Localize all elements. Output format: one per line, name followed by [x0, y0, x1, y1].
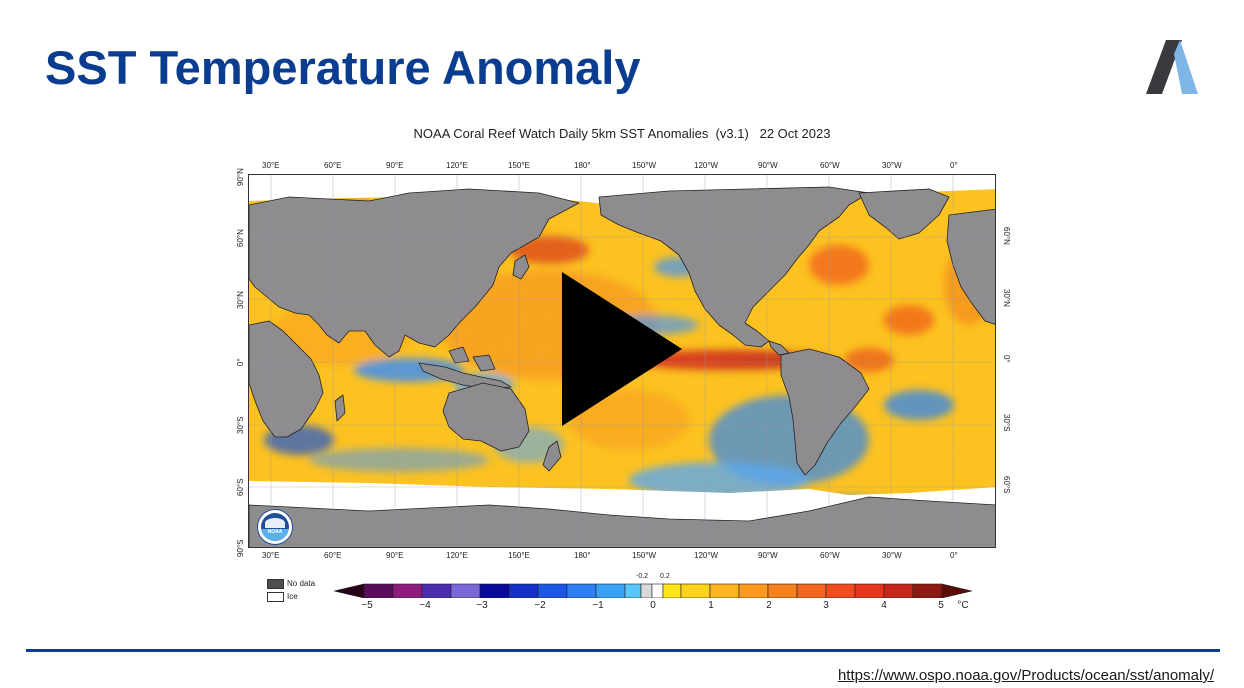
lon-label: 60°E [324, 161, 342, 170]
figure-title: NOAA Coral Reef Watch Daily 5km SST Anom… [413, 126, 831, 141]
play-button[interactable] [562, 272, 682, 426]
lat-label: 60°N [1002, 227, 1011, 245]
lon-label: 0° [950, 551, 958, 560]
colorbar-tick: 0 [650, 600, 656, 611]
ice-swatch [267, 591, 284, 602]
lon-label: 90°W [758, 551, 778, 560]
colorbar-inner-tick: -0.2 [636, 573, 649, 580]
colorbar-tick: 1 [708, 600, 714, 611]
colorbar-tick: −5 [361, 600, 373, 611]
lon-label: 30°E [262, 551, 280, 560]
lat-label: 30°S [1002, 414, 1011, 432]
lat-label: 90°N [236, 168, 245, 186]
legend-ice: Ice [267, 590, 315, 603]
lon-label: 150°E [508, 551, 530, 560]
colorbar-tick: −1 [592, 600, 604, 611]
lon-label: 30°W [882, 161, 902, 170]
colorbar-tick: 4 [881, 600, 887, 611]
lon-label: 60°W [820, 161, 840, 170]
lon-label: 90°E [386, 551, 404, 560]
noaa-badge-text: NOAA [267, 529, 283, 535]
lon-label: 120°E [446, 551, 468, 560]
sst-anomaly-map: NOAA [248, 174, 996, 548]
lon-label: 180° [574, 161, 591, 170]
colorbar-tick: −4 [419, 600, 431, 611]
colorbar-graphic [333, 583, 973, 599]
lat-label: 90°S [236, 539, 245, 557]
colorbar-unit: °C [957, 600, 969, 611]
legend-label: No data [287, 579, 316, 588]
play-icon [562, 272, 682, 426]
lat-label: 0° [236, 358, 245, 366]
colorbar-tick: −3 [476, 600, 488, 611]
lon-label: 150°E [508, 161, 530, 170]
lon-label: 90°W [758, 161, 778, 170]
slide-title: SST Temperature Anomaly [45, 41, 641, 94]
no-data-swatch [267, 578, 284, 589]
lon-label: 60°W [820, 551, 840, 560]
lon-label: 120°E [446, 161, 468, 170]
source-link[interactable]: https://www.ospo.noaa.gov/Products/ocean… [837, 667, 1214, 684]
colorbar-tick: 2 [766, 600, 772, 611]
lon-label: 30°E [262, 161, 280, 170]
lon-label: 120°W [694, 161, 719, 170]
app-logo [1146, 40, 1198, 94]
lat-label: 30°S [236, 416, 245, 434]
lat-label: 30°N [1002, 289, 1011, 307]
lon-label: 120°W [694, 551, 719, 560]
legend-no-data: No data [267, 577, 315, 590]
colorbar-tick: 3 [823, 600, 829, 611]
lat-label: 60°S [1002, 476, 1011, 494]
lon-label: 150°W [632, 551, 657, 560]
lat-label: 60°S [236, 478, 245, 496]
lon-label: 90°E [386, 161, 404, 170]
noaa-logo: NOAA [257, 509, 293, 545]
lon-label: 60°E [324, 551, 342, 560]
lon-label: 150°W [632, 161, 657, 170]
lon-label: 180° [574, 551, 591, 560]
lon-label: 0° [950, 161, 958, 170]
colorbar-tick: −2 [534, 600, 546, 611]
lon-label: 30°W [882, 551, 902, 560]
colorbar-tick: 5 [938, 600, 944, 611]
footer-divider [26, 649, 1220, 652]
lat-label: 0° [1002, 355, 1011, 363]
colorbar: -0.2 0.2 −5 −4 −3 −2 −1 0 1 2 3 4 5 °C [333, 572, 974, 611]
lat-label: 30°N [236, 291, 245, 309]
map-legend: No data Ice [267, 577, 315, 603]
colorbar-inner-tick: 0.2 [660, 573, 670, 580]
legend-label: Ice [287, 592, 298, 601]
lat-label: 60°N [236, 229, 245, 247]
